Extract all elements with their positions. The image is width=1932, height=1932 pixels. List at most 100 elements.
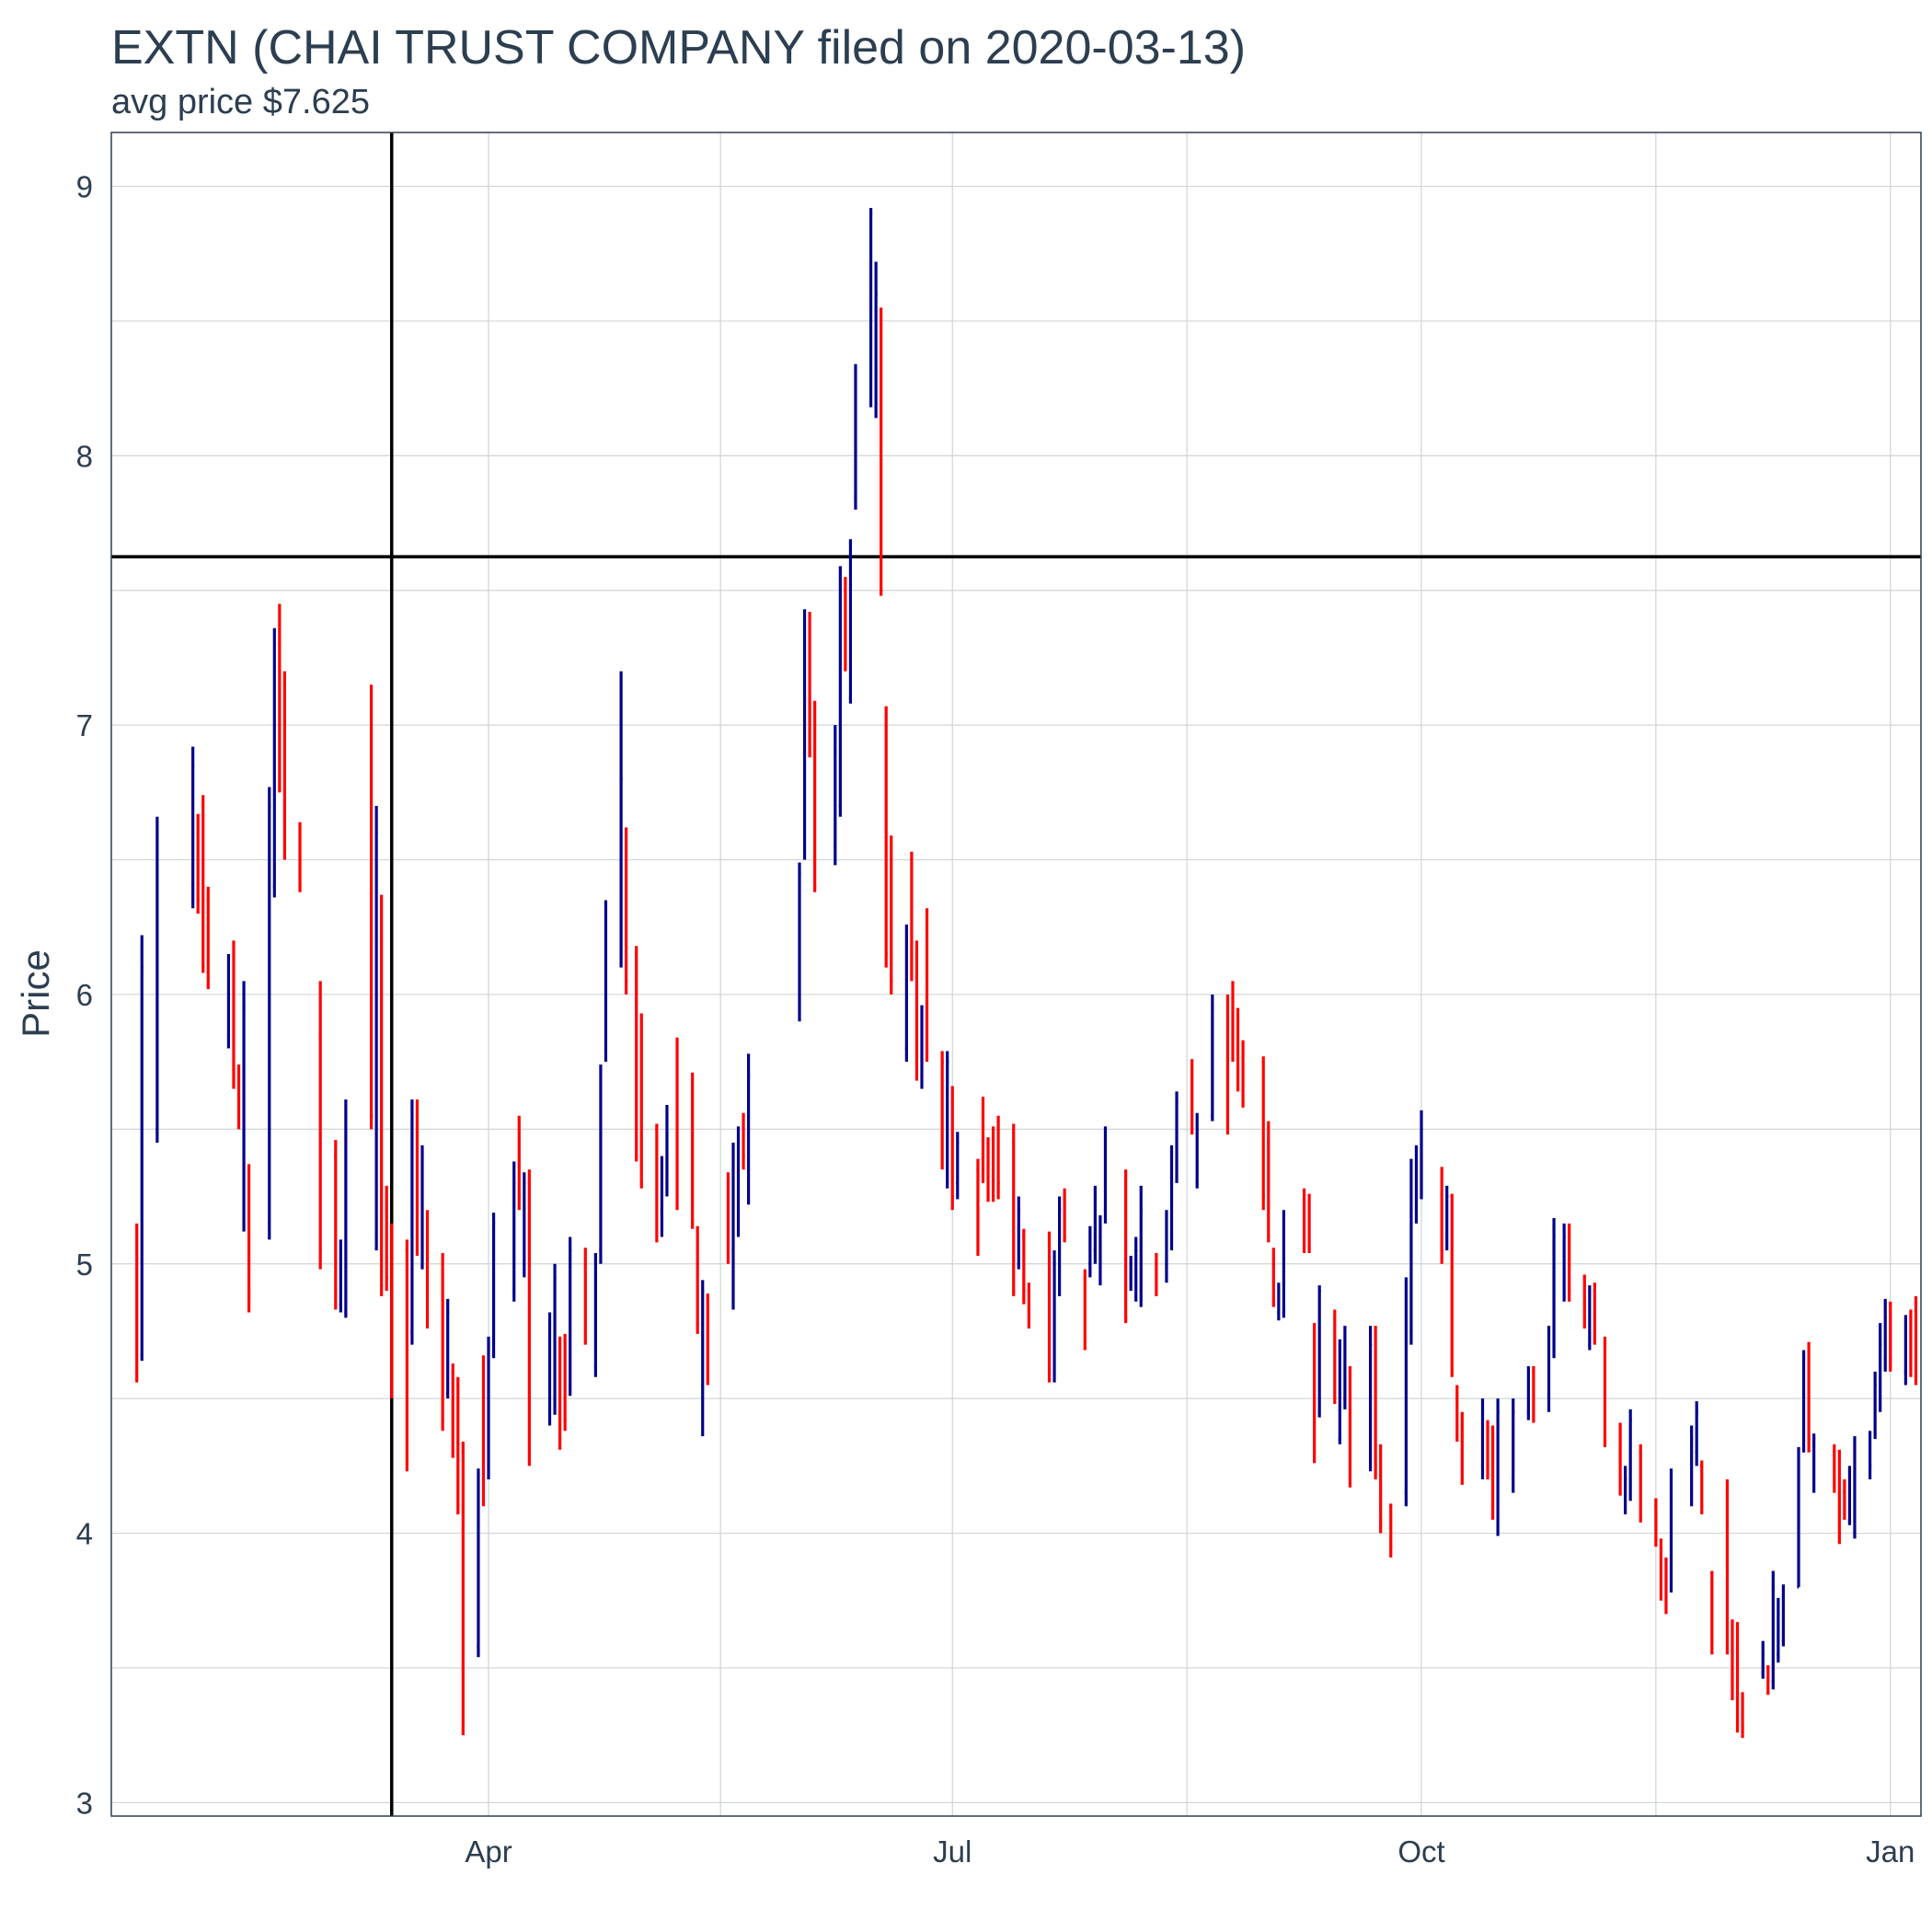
ohlc-bar [1486, 1420, 1489, 1479]
ohlc-bar [904, 924, 908, 1063]
ohlc-bar [558, 1336, 562, 1450]
ohlc-bar [1914, 1295, 1918, 1386]
ohlc-bar [940, 1051, 944, 1170]
y-tick-label: 6 [76, 978, 93, 1012]
ohlc-bar [155, 816, 159, 1143]
ohlc-bar [1812, 1433, 1816, 1493]
ohlc-bar [135, 1223, 139, 1383]
ohlc-bar [604, 900, 608, 1063]
ohlc-bar [1582, 1274, 1586, 1329]
ohlc-bar [1225, 994, 1230, 1135]
ohlc-bar [1389, 1503, 1393, 1558]
ohlc-bar [1889, 1301, 1892, 1372]
ohlc-bar [1267, 1121, 1271, 1243]
ohlc-bar [487, 1336, 490, 1479]
grid-layer [111, 132, 1921, 1816]
ohlc-bar [1654, 1498, 1658, 1547]
ohlc-bar [726, 1172, 730, 1264]
ohlc-bar [1409, 1158, 1413, 1345]
ohlc-bar [232, 940, 236, 1089]
ohlc-bar [441, 1253, 444, 1432]
ohlc-bar [1460, 1411, 1464, 1485]
ohlc-bar [1190, 1059, 1194, 1135]
ohlc-bar [1593, 1282, 1596, 1345]
ohlc-bar [1338, 1339, 1341, 1444]
ohlc-bar [1873, 1371, 1877, 1440]
ohlc-bar [1261, 1056, 1265, 1211]
ohlc-bar [1088, 1225, 1092, 1278]
ohlc-bar [1333, 1309, 1337, 1405]
ohlc-bar [1414, 1144, 1419, 1224]
ohlc-bar [477, 1468, 480, 1658]
ohlc-bar [1440, 1167, 1443, 1264]
ohlc-bar [884, 706, 888, 968]
ohlc-bar [1777, 1597, 1780, 1663]
ohlc-bar [456, 1376, 460, 1515]
ohlc-bar [956, 1132, 960, 1200]
ohlc-bar [1761, 1640, 1765, 1679]
ohlc-bar [1277, 1282, 1281, 1321]
ohlc-bar [1211, 994, 1214, 1121]
ohlc-bar [1690, 1425, 1694, 1507]
ohlc-bar [1868, 1431, 1872, 1479]
ohlc-bar [461, 1442, 465, 1736]
ohlc-bar [318, 981, 322, 1270]
ohlc-bar [920, 1005, 924, 1089]
ohlc-bar [691, 1072, 695, 1229]
ohlc-bar [1307, 1193, 1311, 1254]
ohlc-bar [517, 1115, 521, 1211]
ohlc-bar [1012, 1123, 1016, 1296]
ohlc-bar [1618, 1422, 1622, 1496]
ohlc-bar [1052, 1250, 1056, 1383]
ohlc-bar [1741, 1692, 1744, 1739]
ohlc-bar [1552, 1217, 1556, 1359]
ohlc-bar [946, 1051, 949, 1189]
ohlc-bar [1879, 1323, 1882, 1412]
ohlc-bar [910, 851, 914, 982]
ohlc-bar [583, 1248, 587, 1345]
ohlc-bar [272, 627, 276, 898]
ohlc-bar [747, 1053, 751, 1205]
ohlc-bar [834, 725, 837, 866]
ohlc-bar [1903, 1315, 1907, 1386]
ohlc-bar [599, 1064, 603, 1264]
panel-border [110, 132, 1922, 1817]
ohlc-bar [1282, 1210, 1285, 1318]
ohlc-bar [1057, 1196, 1062, 1296]
x-tick-label: Jul [933, 1834, 972, 1869]
ohlc-bar [512, 1161, 516, 1302]
x-tick-label: Apr [465, 1834, 512, 1869]
ohlc-bar [1175, 1091, 1179, 1183]
ohlc-bar [278, 604, 282, 793]
ohlc-bar [1532, 1366, 1535, 1423]
ohlc-bar [527, 1169, 531, 1466]
ohlc-bar [446, 1298, 450, 1399]
ohlc-bar [1603, 1336, 1607, 1447]
ohlc-bar [639, 1013, 643, 1189]
ohlc-bar [1271, 1248, 1275, 1307]
x-tick-labels: Apr Jul Oct Jan [465, 1834, 1915, 1869]
ohlc-bar [385, 1185, 388, 1292]
ohlc-bar [140, 935, 144, 1362]
ohlc-bar [1700, 1460, 1704, 1515]
ohlc-bar [1155, 1253, 1158, 1296]
chart-subtitle: avg price $7.625 [111, 83, 370, 121]
ohlc-bar [547, 1312, 552, 1426]
ohlc-bar [1710, 1570, 1714, 1655]
ohlc-bar [1445, 1185, 1449, 1251]
ohlc-bar [925, 908, 929, 1063]
ohlc-bar [1093, 1185, 1097, 1264]
ohlc-bar [1731, 1619, 1734, 1701]
ohlc-bar [569, 1236, 572, 1397]
ohlc-bar [1853, 1436, 1857, 1539]
ohlc-bar [247, 1164, 251, 1313]
ohlc-bar [298, 822, 302, 892]
ohlc-bar [1404, 1277, 1408, 1507]
ohlc-bar [660, 1156, 664, 1237]
ohlc-bar [914, 940, 919, 1081]
ohlc-bar [1195, 1112, 1199, 1189]
ohlc-bar [996, 1115, 1000, 1200]
ohlc-bar [798, 862, 801, 1022]
ohlc-bar [1368, 1326, 1373, 1472]
